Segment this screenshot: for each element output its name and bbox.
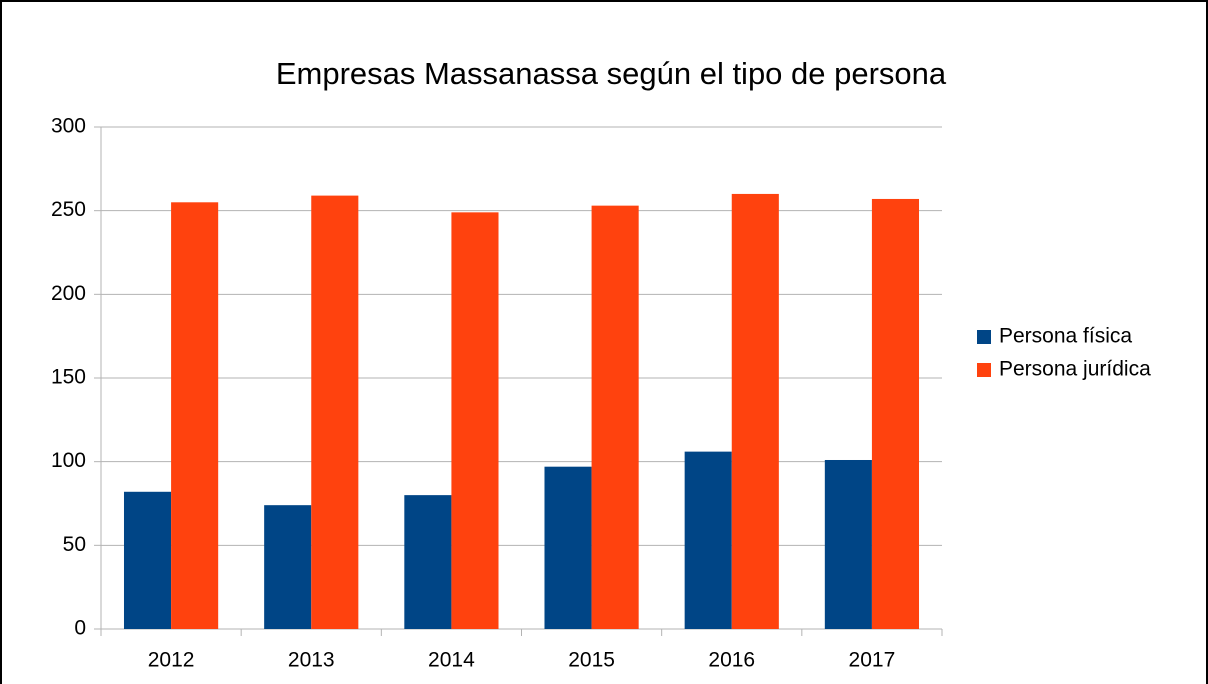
bar (171, 202, 219, 630)
x-tick-label: 2013 (288, 649, 335, 672)
y-tick-label: 50 (63, 533, 86, 556)
y-tick-label: 200 (51, 282, 86, 305)
x-tick-label: 2016 (708, 649, 755, 672)
x-tick-label: 2017 (849, 649, 896, 672)
bar (311, 195, 359, 629)
bar (123, 491, 172, 629)
y-tick-label: 100 (51, 449, 86, 472)
bar (451, 212, 499, 629)
bar (404, 495, 452, 629)
chart-title: Empresas Massanassa según el tipo de per… (276, 56, 947, 91)
bar (871, 198, 920, 629)
bar (264, 505, 312, 629)
x-tick-label: 2015 (568, 649, 615, 672)
legend-label: Persona jurídica (999, 358, 1151, 381)
y-tick-label: 0 (74, 617, 86, 640)
x-tick-label: 2012 (148, 649, 195, 672)
y-tick-label: 300 (51, 115, 86, 138)
x-tick-label: 2014 (428, 649, 475, 672)
legend-swatch (977, 363, 991, 377)
y-tick-label: 250 (51, 198, 86, 221)
bar (824, 459, 872, 629)
legend-swatch (977, 330, 991, 344)
y-tick-label: 150 (51, 366, 86, 389)
bar (684, 451, 732, 629)
bar (731, 193, 779, 629)
legend-label: Persona física (999, 325, 1132, 348)
bar (591, 205, 639, 629)
bar (544, 466, 592, 629)
